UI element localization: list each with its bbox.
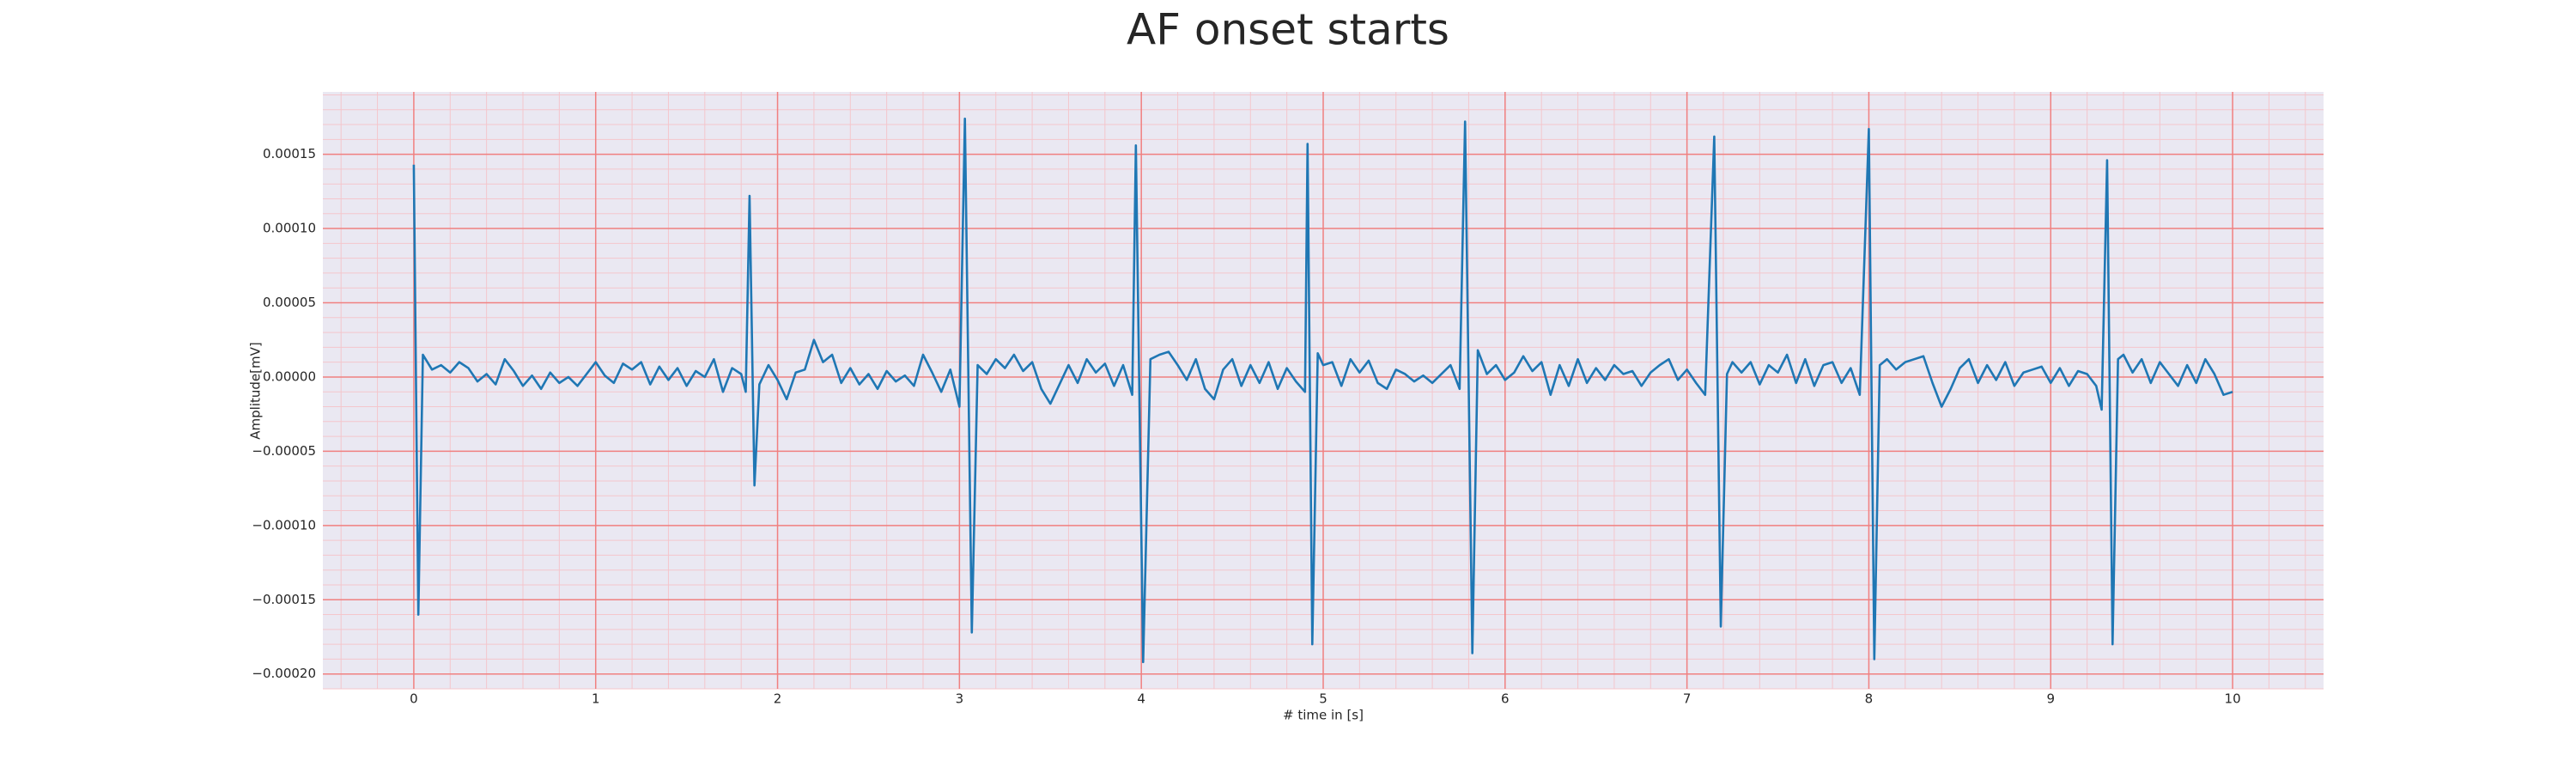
x-tick-label: 6 — [1501, 691, 1510, 707]
y-axis-label: Amplitude[mV] — [248, 342, 264, 439]
x-tick-label: 1 — [592, 691, 600, 707]
x-tick-label: 5 — [1319, 691, 1327, 707]
y-tick-label: −0.00005 — [252, 443, 316, 459]
x-tick-label: 7 — [1683, 691, 1692, 707]
x-tick-label: 0 — [410, 691, 418, 707]
y-tick-label: 0.00000 — [263, 368, 316, 384]
x-tick-label: 3 — [956, 691, 964, 707]
y-tick-label: 0.00015 — [263, 146, 316, 161]
y-tick-label: 0.00010 — [263, 221, 316, 236]
y-tick-label: 0.00005 — [263, 295, 316, 310]
x-tick-label: 4 — [1137, 691, 1145, 707]
chart-title: AF onset starts — [1127, 5, 1449, 55]
x-tick-label: 2 — [774, 691, 782, 707]
x-axis-label: # time in [s] — [1283, 708, 1364, 723]
x-tick-label: 10 — [2225, 691, 2241, 707]
y-tick-label: −0.00020 — [252, 666, 316, 681]
x-tick-label: 8 — [1865, 691, 1874, 707]
y-tick-label: −0.00010 — [252, 517, 316, 533]
x-tick-label: 9 — [2046, 691, 2055, 707]
y-tick-label: −0.00015 — [252, 592, 316, 607]
signal-line — [412, 117, 2233, 664]
